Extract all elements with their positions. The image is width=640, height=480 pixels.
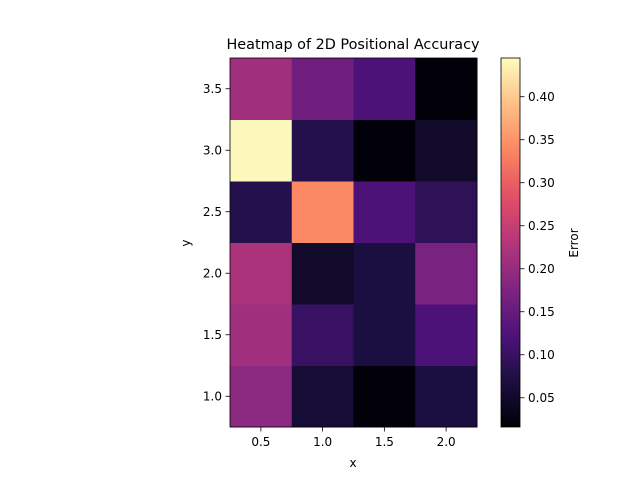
colorbar-tick-label: 0.40 xyxy=(528,90,555,104)
heatmap-cell xyxy=(230,242,293,305)
colorbar-tick-label: 0.20 xyxy=(528,262,555,276)
colorbar-label: Error xyxy=(567,228,581,257)
colorbar-tick-label: 0.30 xyxy=(528,176,555,190)
colorbar-tick-label: 0.15 xyxy=(528,305,555,319)
y-tick-label: 3.0 xyxy=(203,144,222,158)
heatmap-cell xyxy=(415,119,478,182)
heatmap-cell xyxy=(415,242,478,305)
colorbar-gradient xyxy=(501,58,520,427)
heatmap-cell xyxy=(230,181,293,243)
heatmap-cell xyxy=(291,119,354,182)
colorbar-tick-label: 0.35 xyxy=(528,133,555,147)
y-tick-label: 3.5 xyxy=(203,82,222,96)
heatmap-cell xyxy=(230,304,293,366)
colorbar: 0.05 0.10 0.15 0.20 0.25 0.30 0.35 0.40 Error xyxy=(500,57,581,428)
heatmap-cell xyxy=(291,181,354,243)
heatmap-cell xyxy=(291,242,354,305)
heatmap-cell xyxy=(353,181,416,243)
x-tick-label: 1.0 xyxy=(313,435,332,449)
y-tick-label: 2.5 xyxy=(203,205,222,219)
heatmap-cell xyxy=(353,242,416,305)
colorbar-frame xyxy=(500,57,521,428)
x-tick-label: 1.5 xyxy=(375,435,394,449)
chart-title: Heatmap of 2D Positional Accuracy xyxy=(226,37,480,53)
heatmap-cell xyxy=(291,304,354,366)
y-tick-label: 1.0 xyxy=(203,390,222,404)
heatmap-cell xyxy=(230,365,293,428)
x-axis-ticks: 0.5 1.0 1.5 2.0 xyxy=(251,427,456,449)
x-axis-label: x xyxy=(349,456,356,470)
y-axis-ticks: 1.0 1.5 2.0 2.5 3.0 3.5 xyxy=(203,82,230,404)
colorbar-tick-label: 0.10 xyxy=(528,348,555,362)
colorbar-tick-label: 0.05 xyxy=(528,391,555,405)
x-tick-label: 0.5 xyxy=(251,435,270,449)
y-tick-label: 2.0 xyxy=(203,267,222,281)
heatmap-cells xyxy=(230,58,478,428)
heatmap-cell xyxy=(353,365,416,428)
heatmap-cell xyxy=(230,58,293,120)
heatmap-cell xyxy=(291,365,354,428)
colorbar-ticks: 0.05 0.10 0.15 0.20 0.25 0.30 0.35 0.40 xyxy=(520,90,555,405)
y-axis-label: y xyxy=(179,239,193,246)
x-tick-label: 2.0 xyxy=(437,435,456,449)
heatmap-cell xyxy=(415,181,478,243)
heatmap-cell xyxy=(415,58,478,120)
axes-frame xyxy=(229,57,478,428)
heatmap-cell xyxy=(230,119,293,182)
heatmap-cell xyxy=(291,58,354,120)
heatmap-cell xyxy=(353,58,416,120)
y-tick-label: 1.5 xyxy=(203,328,222,342)
heatmap-cell xyxy=(353,119,416,182)
heatmap-cell xyxy=(415,304,478,366)
heatmap-cell xyxy=(415,365,478,428)
colorbar-tick-label: 0.25 xyxy=(528,219,555,233)
heatmap-cell xyxy=(353,304,416,366)
